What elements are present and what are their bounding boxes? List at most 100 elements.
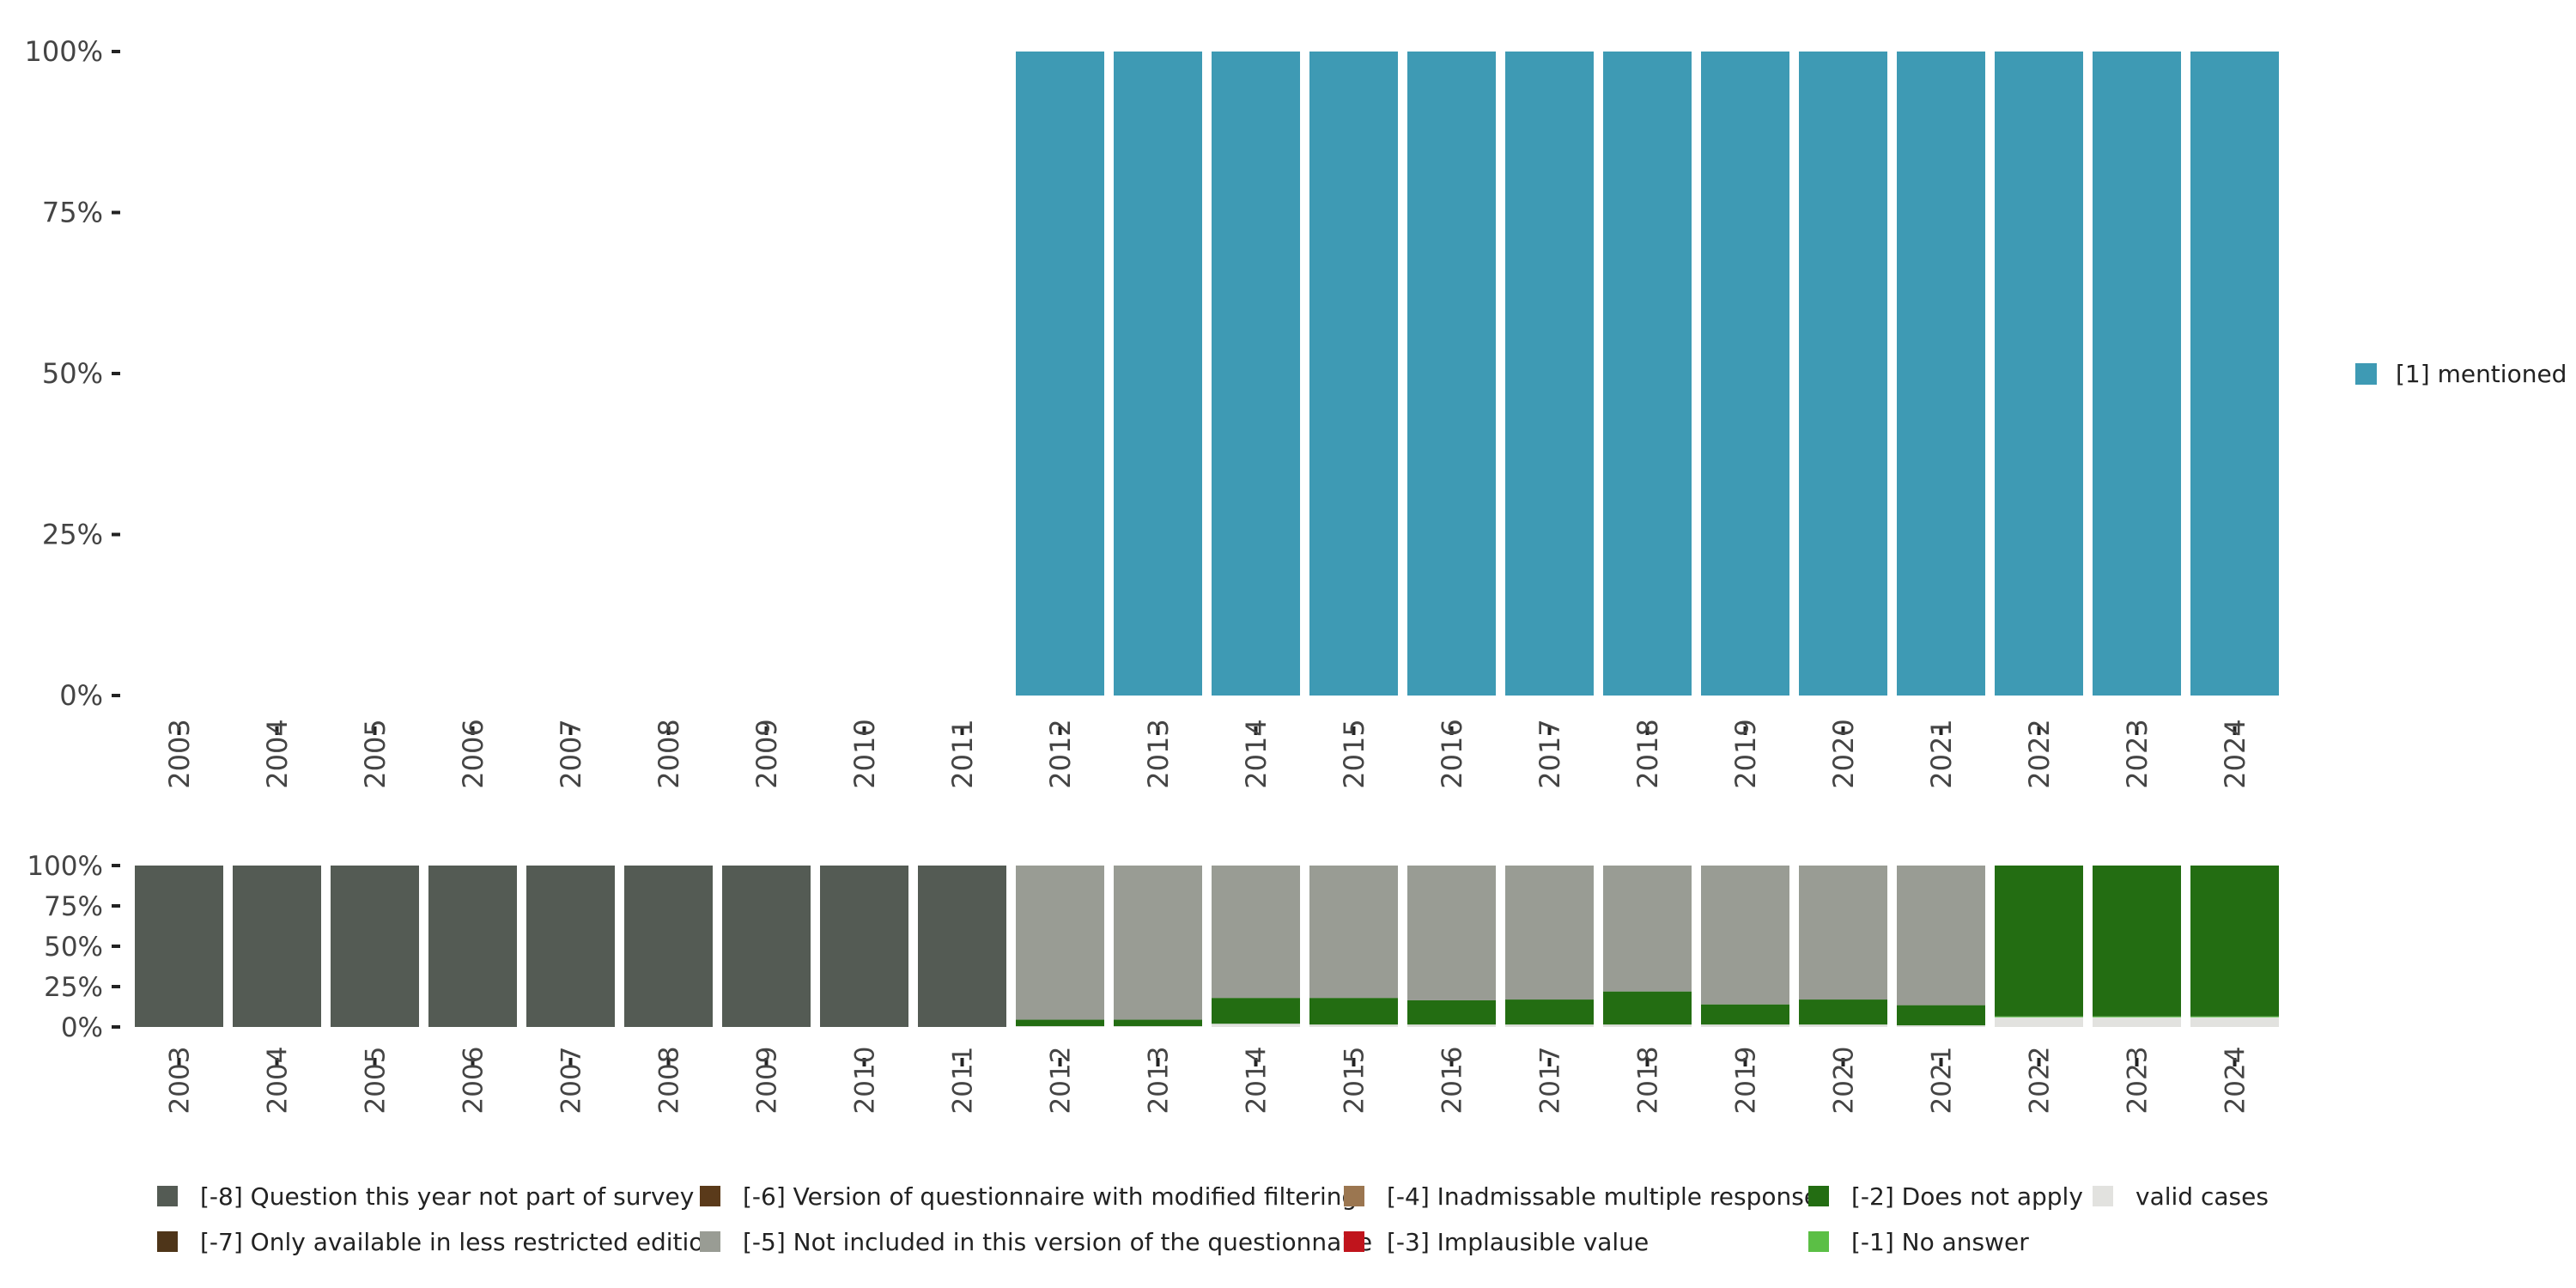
bottom-bar-2021-3 bbox=[1897, 866, 1985, 1005]
top-x-tick-label: 2022 bbox=[2023, 719, 2056, 788]
bottom-y-tick-label: 50% bbox=[44, 932, 103, 963]
bottom-bar-2024-2 bbox=[2190, 866, 2279, 1017]
top-x-tick-label: 2008 bbox=[653, 719, 685, 788]
bottom-bar-2019-2 bbox=[1701, 1004, 1789, 1025]
bottom-x-tick-label: 2024 bbox=[2221, 1047, 2251, 1115]
top-bar-2016-0 bbox=[1407, 52, 1496, 696]
legend-label: [-5] Not included in this version of the… bbox=[743, 1228, 1372, 1256]
bottom-bar-2006-4 bbox=[428, 866, 517, 1027]
bottom-x-tick-label: 2006 bbox=[459, 1047, 489, 1115]
bottom-bar-2020-2 bbox=[1799, 999, 1887, 1025]
bottom-bar-2003-4 bbox=[135, 866, 223, 1027]
bottom-bar-2019-0 bbox=[1701, 1024, 1789, 1027]
top-bar-2017-0 bbox=[1505, 52, 1594, 696]
bottom-bar-2015-0 bbox=[1309, 1024, 1398, 1027]
bottom-bar-2011-4 bbox=[918, 866, 1006, 1027]
bottom-bar-2013-3 bbox=[1114, 866, 1202, 1020]
bottom-bar-2019-3 bbox=[1701, 866, 1789, 1005]
top-x-tick-label: 2004 bbox=[261, 719, 294, 788]
bottom-legend: [-8] Question this year not part of surv… bbox=[157, 1182, 2269, 1256]
legend-label: [-1] No answer bbox=[1851, 1228, 2029, 1256]
top-bar-2020-0 bbox=[1799, 52, 1887, 696]
bottom-bar-2022-0 bbox=[1995, 1017, 2083, 1027]
top-bar-2023-0 bbox=[2093, 52, 2181, 696]
bottom-bar-2016-0 bbox=[1407, 1024, 1496, 1027]
top-x-tick-label: 2015 bbox=[1338, 719, 1370, 788]
bottom-bar-2012-3 bbox=[1016, 866, 1104, 1020]
bottom-x-tick-label: 2012 bbox=[1046, 1047, 1077, 1115]
bottom-x-tick-label: 2008 bbox=[654, 1047, 685, 1115]
top-bar-2013-0 bbox=[1114, 52, 1202, 696]
bottom-x-tick-label: 2013 bbox=[1144, 1047, 1175, 1115]
legend-label-mentioned: [1] mentioned bbox=[2396, 360, 2567, 388]
bottom-bar-2020-0 bbox=[1799, 1024, 1887, 1027]
legend-swatch bbox=[157, 1231, 178, 1252]
bottom-x-tick-label: 2023 bbox=[2123, 1047, 2154, 1115]
bottom-bar-2014-3 bbox=[1212, 866, 1300, 999]
legend-swatch bbox=[1808, 1186, 1829, 1206]
bottom-bar-2013-2 bbox=[1114, 1019, 1202, 1027]
legend-swatch bbox=[700, 1231, 720, 1252]
legend-swatch bbox=[1344, 1231, 1364, 1252]
bottom-bar-2017-3 bbox=[1505, 866, 1594, 1000]
bottom-bar-2021-0 bbox=[1897, 1025, 1985, 1027]
bottom-bar-2009-4 bbox=[722, 866, 811, 1027]
bottom-x-tick-label: 2014 bbox=[1242, 1047, 1273, 1115]
legend-label: [-4] Inadmissable multiple response bbox=[1387, 1182, 1819, 1211]
top-bar-2015-0 bbox=[1309, 52, 1398, 696]
bottom-bar-2017-2 bbox=[1505, 999, 1594, 1025]
bottom-x-tick-label: 2020 bbox=[1829, 1047, 1860, 1115]
bottom-x-tick-label: 2011 bbox=[948, 1047, 979, 1115]
bottom-bar-2010-4 bbox=[820, 866, 908, 1027]
bottom-x-tick-label: 2022 bbox=[2025, 1047, 2056, 1115]
bottom-x-tick-label: 2021 bbox=[1927, 1047, 1958, 1115]
top-bar-2024-0 bbox=[2190, 52, 2279, 696]
legend-label: [-8] Question this year not part of surv… bbox=[200, 1182, 694, 1211]
bottom-x-tick-label: 2007 bbox=[556, 1047, 587, 1115]
bottom-bar-2013-0 bbox=[1114, 1026, 1202, 1027]
top-y-tick-label: 25% bbox=[42, 519, 103, 551]
top-bar-2021-0 bbox=[1897, 52, 1985, 696]
bottom-x-tick-label: 2016 bbox=[1437, 1047, 1468, 1115]
bottom-bar-2021-2 bbox=[1897, 1005, 1985, 1026]
bottom-bar-2004-4 bbox=[233, 866, 321, 1027]
bottom-bar-2007-4 bbox=[526, 866, 615, 1027]
bottom-bar-2022-2 bbox=[1995, 866, 2083, 1017]
legend-swatch bbox=[157, 1186, 178, 1206]
bottom-bar-2016-3 bbox=[1407, 866, 1496, 1000]
top-chart-panel: 0% 25% 50% 75% 100% 2003 2004 2005 2006 2007 2008 2… bbox=[25, 35, 2279, 789]
bottom-x-tick-label: 2015 bbox=[1340, 1047, 1370, 1115]
top-x-tick-label: 2005 bbox=[359, 719, 392, 788]
bottom-bar-2012-0 bbox=[1016, 1026, 1104, 1027]
top-x-tick-label: 2016 bbox=[1436, 719, 1468, 788]
bottom-bar-2023-2 bbox=[2093, 866, 2181, 1017]
bottom-bar-2020-3 bbox=[1799, 866, 1887, 1000]
legend-label: [-2] Does not apply bbox=[1851, 1182, 2083, 1211]
bottom-bar-2018-2 bbox=[1603, 991, 1692, 1025]
top-x-tick-label: 2011 bbox=[946, 719, 979, 788]
top-bar-2014-0 bbox=[1212, 52, 1300, 696]
top-bar-2018-0 bbox=[1603, 52, 1692, 696]
top-x-tick-label: 2012 bbox=[1044, 719, 1077, 788]
bottom-bar-2018-3 bbox=[1603, 866, 1692, 992]
bottom-x-tick-label: 2005 bbox=[361, 1047, 392, 1115]
legend-label: [-6] Version of questionnaire with modif… bbox=[743, 1182, 1357, 1211]
legend-swatch bbox=[700, 1186, 720, 1206]
bottom-bar-2022-1 bbox=[1995, 1016, 2083, 1018]
bottom-chart-panel: 0% 25% 50% 75% 100% 2003 2004 2005 2006 2007 2008 2… bbox=[27, 851, 2279, 1115]
legend-label: [-7] Only available in less restricted e… bbox=[200, 1228, 719, 1256]
top-bar-2012-0 bbox=[1016, 52, 1104, 696]
top-x-tick-label: 2014 bbox=[1240, 719, 1273, 788]
bottom-x-tick-label: 2019 bbox=[1731, 1047, 1762, 1115]
top-x-tick-label: 2013 bbox=[1142, 719, 1175, 788]
top-x-tick-label: 2010 bbox=[848, 719, 881, 788]
top-x-tick-label: 2018 bbox=[1631, 719, 1664, 788]
top-y-tick-label: 0% bbox=[59, 679, 103, 712]
top-x-tick-label: 2009 bbox=[750, 719, 783, 788]
top-x-tick-label: 2020 bbox=[1827, 719, 1860, 788]
right-legend: [1] mentioned bbox=[2355, 360, 2567, 388]
bottom-bar-2023-0 bbox=[2093, 1017, 2181, 1027]
top-x-tick-label: 2017 bbox=[1534, 719, 1566, 788]
top-x-tick-label: 2003 bbox=[163, 719, 196, 788]
